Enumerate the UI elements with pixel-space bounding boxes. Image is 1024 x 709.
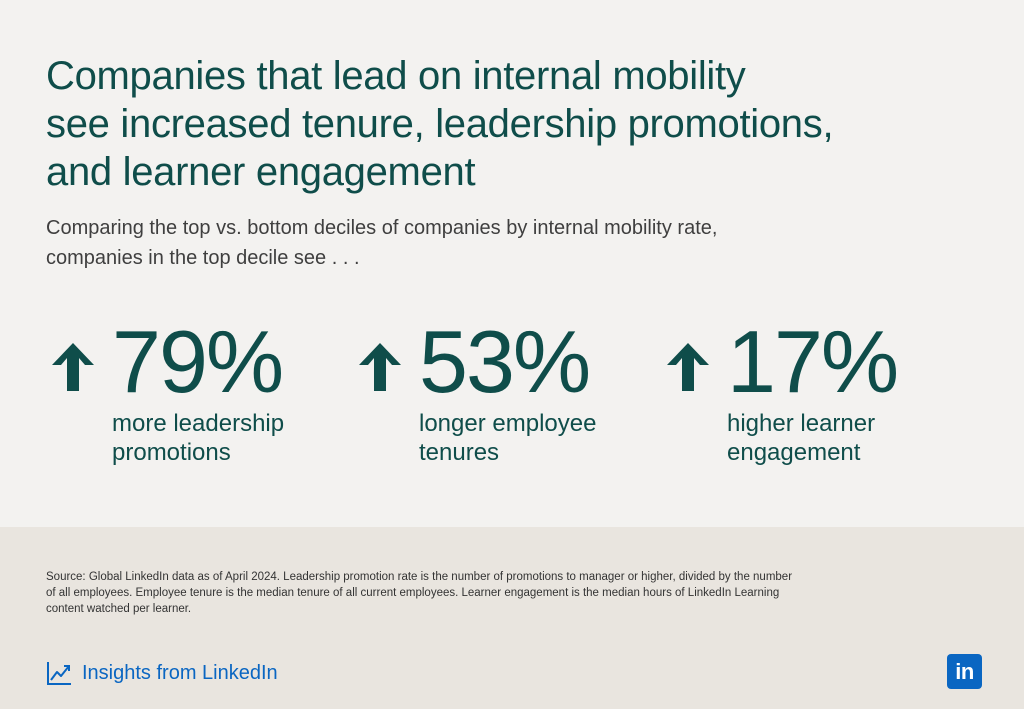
headline-line: see increased tenure, leadership promoti… bbox=[46, 102, 834, 146]
stat-description: more leadership promotions bbox=[112, 409, 342, 467]
source-line: Source: Global LinkedIn data as of April… bbox=[46, 571, 793, 583]
stat-learner-engagement: 17% higher learner engagement bbox=[661, 312, 961, 482]
stat-description-line: longer employee bbox=[419, 410, 597, 437]
bottom-panel bbox=[0, 527, 1024, 709]
subtitle: Comparing the top vs. bottom deciles of … bbox=[46, 213, 946, 273]
headline: Companies that lead on internal mobility… bbox=[46, 52, 986, 196]
stat-employee-tenures: 53% longer employee tenures bbox=[353, 312, 653, 482]
headline-line: Companies that lead on internal mobility bbox=[46, 54, 746, 98]
stat-description-line: higher learner bbox=[727, 410, 876, 437]
line-chart-icon bbox=[47, 662, 71, 685]
source-note: Source: Global LinkedIn data as of April… bbox=[46, 569, 896, 617]
source-line: content watched per learner. bbox=[46, 603, 192, 615]
stat-description-line: more leadership bbox=[112, 410, 285, 437]
insights-brand: Insights from LinkedIn bbox=[46, 658, 278, 688]
source-line: of all employees. Employee tenure is the… bbox=[46, 587, 780, 599]
stat-leadership-promotions: 79% more leadership promotions bbox=[46, 312, 346, 482]
stat-description-line: tenures bbox=[419, 439, 500, 466]
subtitle-line: companies in the top decile see . . . bbox=[46, 247, 360, 269]
insights-brand-text: Insights from LinkedIn bbox=[82, 661, 278, 684]
arrow-up-icon bbox=[667, 343, 709, 391]
stat-description-line: engagement bbox=[727, 439, 861, 466]
arrow-up-icon bbox=[359, 343, 401, 391]
arrow-up-icon bbox=[52, 343, 94, 391]
top-panel: Companies that lead on internal mobility… bbox=[46, 52, 986, 482]
stat-description: higher learner engagement bbox=[727, 409, 957, 467]
stat-description-line: promotions bbox=[112, 439, 231, 466]
stat-value: 79% bbox=[112, 312, 284, 411]
linkedin-logo-icon: in bbox=[947, 654, 982, 689]
stat-value: 17% bbox=[727, 312, 899, 411]
headline-line: and learner engagement bbox=[46, 150, 476, 194]
stat-description: longer employee tenures bbox=[419, 409, 649, 467]
stat-value: 53% bbox=[419, 312, 591, 411]
subtitle-line: Comparing the top vs. bottom deciles of … bbox=[46, 217, 718, 239]
